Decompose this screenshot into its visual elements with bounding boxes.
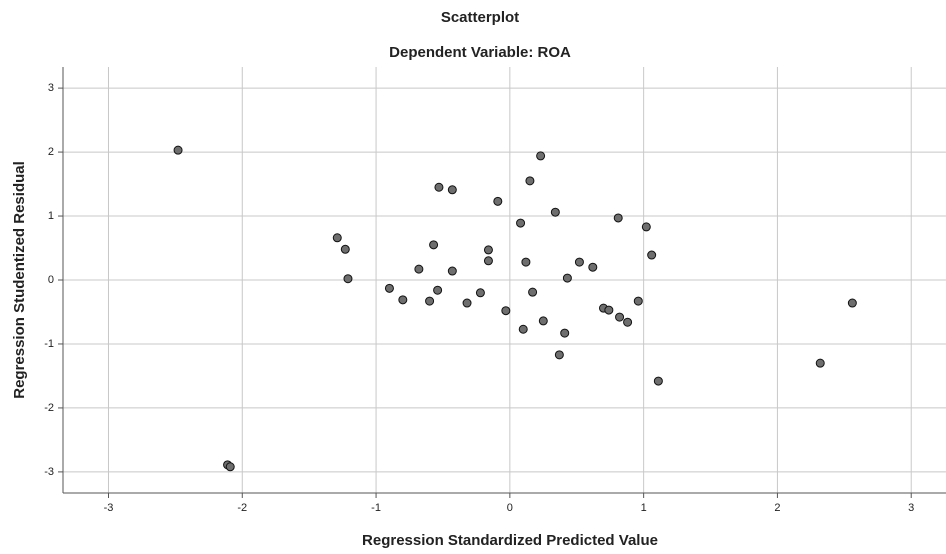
point <box>633 296 643 306</box>
point <box>521 257 531 267</box>
point <box>604 305 614 315</box>
chart-subtitle: Dependent Variable: ROA <box>389 44 571 61</box>
point <box>562 273 572 283</box>
point <box>398 295 408 305</box>
x-tick-label: -2 <box>237 502 247 514</box>
point <box>414 264 424 274</box>
point <box>332 233 342 243</box>
y-tick-label: 2 <box>48 146 54 158</box>
point <box>483 245 493 255</box>
point <box>433 285 443 295</box>
y-tick-label: 0 <box>48 274 54 286</box>
point <box>815 358 825 368</box>
point <box>340 244 350 254</box>
y-tick-label: 3 <box>48 82 54 94</box>
x-tick-label: 1 <box>641 502 647 514</box>
point <box>536 151 546 161</box>
point <box>447 266 457 276</box>
point <box>623 317 633 327</box>
point <box>847 298 857 308</box>
point <box>483 256 493 266</box>
x-tick-label: 2 <box>774 502 780 514</box>
point <box>554 350 564 360</box>
point <box>525 176 535 186</box>
point <box>343 274 353 284</box>
point <box>516 218 526 228</box>
point <box>641 222 651 232</box>
point <box>462 298 472 308</box>
x-tick-label: -1 <box>371 502 381 514</box>
x-tick-label: 0 <box>507 502 513 514</box>
point <box>225 462 235 472</box>
point <box>425 296 435 306</box>
point <box>475 288 485 298</box>
point <box>429 240 439 250</box>
point <box>613 213 623 223</box>
y-axis-label: Regression Studentized Residual <box>11 161 28 399</box>
point <box>574 257 584 267</box>
y-tick-label: -2 <box>44 402 54 414</box>
y-tick-label: 1 <box>48 210 54 222</box>
point <box>384 283 394 293</box>
x-axis-label: Regression Standardized Predicted Value <box>362 532 658 549</box>
point <box>493 196 503 206</box>
point <box>501 306 511 316</box>
chart-title: Scatterplot <box>441 9 519 26</box>
y-tick-label: -1 <box>44 338 54 350</box>
point <box>528 287 538 297</box>
point <box>518 324 528 334</box>
point <box>434 182 444 192</box>
point <box>173 145 183 155</box>
x-tick-label: -3 <box>104 502 114 514</box>
y-tick-label: -3 <box>44 466 54 478</box>
point <box>588 262 598 272</box>
point <box>653 376 663 386</box>
point <box>560 328 570 338</box>
point <box>615 312 625 322</box>
point <box>647 250 657 260</box>
point <box>550 207 560 217</box>
point <box>447 185 457 195</box>
point <box>538 316 548 326</box>
x-tick-label: 3 <box>908 502 914 514</box>
